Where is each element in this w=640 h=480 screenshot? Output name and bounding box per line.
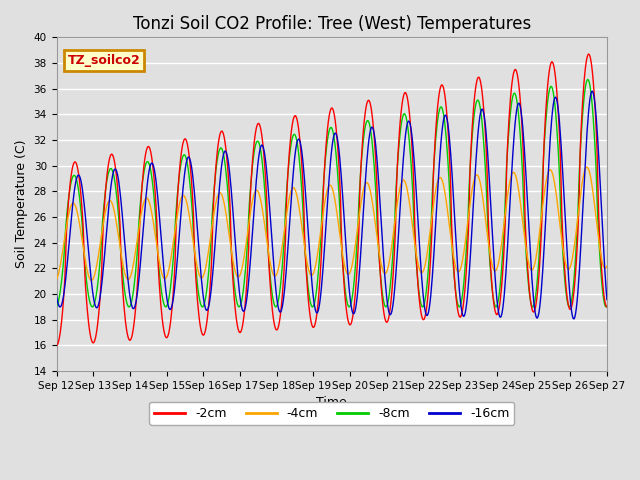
Y-axis label: Soil Temperature (C): Soil Temperature (C) [15, 140, 28, 268]
Legend: -2cm, -4cm, -8cm, -16cm: -2cm, -4cm, -8cm, -16cm [149, 402, 515, 425]
Text: TZ_soilco2: TZ_soilco2 [68, 54, 140, 67]
X-axis label: Time: Time [316, 396, 347, 409]
Title: Tonzi Soil CO2 Profile: Tree (West) Temperatures: Tonzi Soil CO2 Profile: Tree (West) Temp… [132, 15, 531, 33]
